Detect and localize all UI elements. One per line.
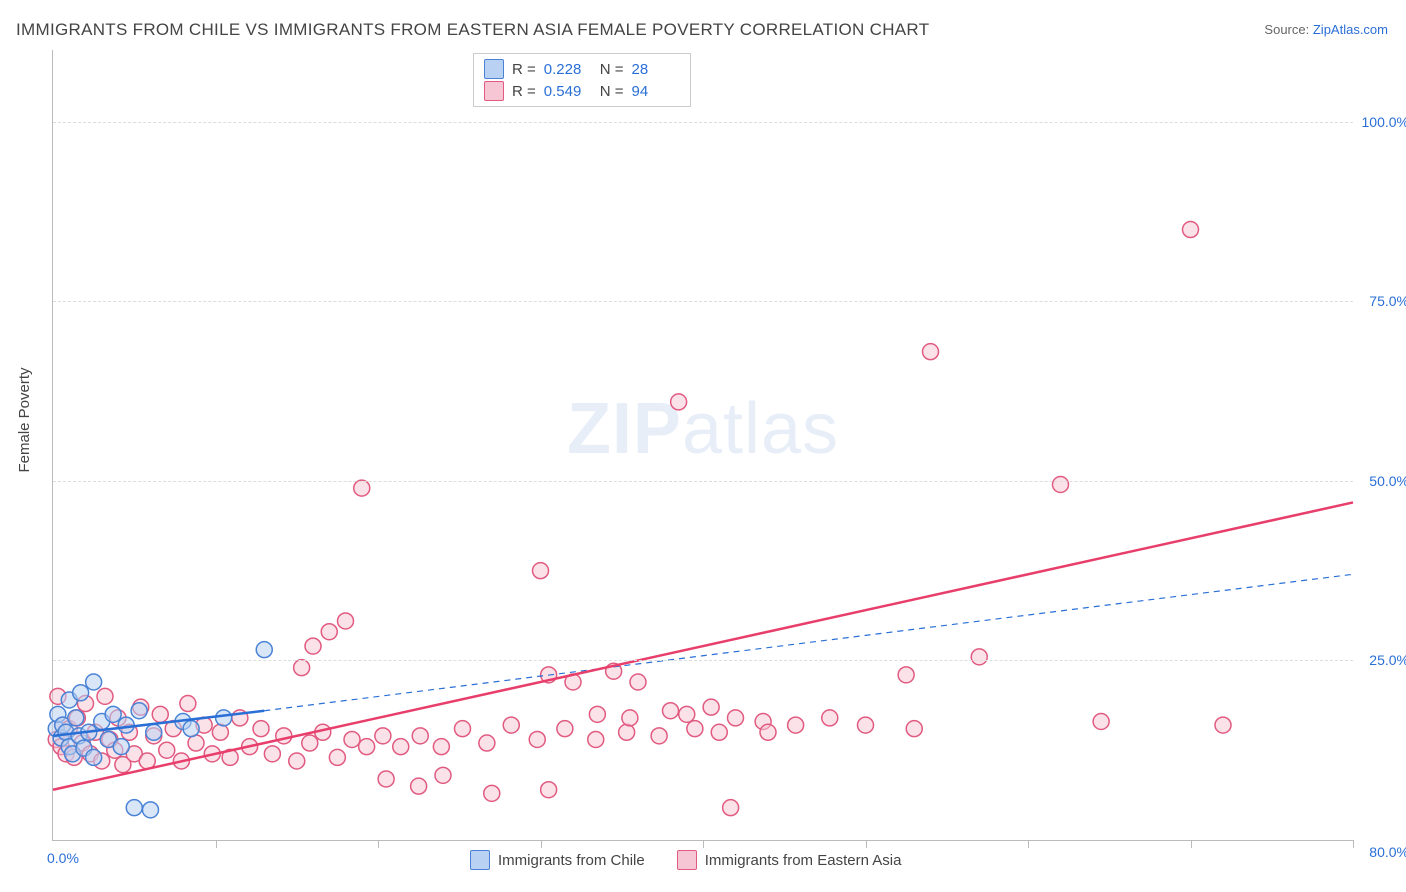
x-tick (216, 840, 217, 848)
y-axis-label: Female Poverty (16, 367, 33, 472)
legend-label-2: Immigrants from Eastern Asia (705, 852, 902, 869)
legend-item-1: Immigrants from Chile (470, 850, 645, 870)
chart-plot-area: ZIPatlas R = 0.228 N = 28 R = 0.549 N = … (52, 50, 1353, 841)
source-label: Source: (1264, 22, 1309, 37)
scatter-svg (53, 50, 1353, 840)
y-tick-label: 75.0% (1369, 293, 1406, 309)
x-tick (1191, 840, 1192, 848)
x-tick (866, 840, 867, 848)
legend-item-2: Immigrants from Eastern Asia (677, 850, 902, 870)
source-value: ZipAtlas.com (1313, 22, 1388, 37)
gridline (53, 122, 1353, 123)
swatch-series-2 (677, 850, 697, 870)
y-tick-label: 25.0% (1369, 652, 1406, 668)
y-tick-label: 100.0% (1362, 114, 1406, 130)
chart-title: IMMIGRANTS FROM CHILE VS IMMIGRANTS FROM… (16, 20, 929, 40)
bottom-legend: Immigrants from Chile Immigrants from Ea… (470, 850, 901, 870)
gridline (53, 301, 1353, 302)
x-tick (1028, 840, 1029, 848)
x-tick (378, 840, 379, 848)
swatch-series-1 (470, 850, 490, 870)
x-tick (1353, 840, 1354, 848)
x-tick (541, 840, 542, 848)
source-attribution: Source: ZipAtlas.com (1264, 22, 1388, 37)
y-tick-label: 50.0% (1369, 473, 1406, 489)
gridline (53, 481, 1353, 482)
x-tick (703, 840, 704, 848)
x-max-label: 80.0% (1369, 844, 1406, 860)
gridline (53, 660, 1353, 661)
x-origin-label: 0.0% (47, 850, 79, 866)
legend-label-1: Immigrants from Chile (498, 852, 645, 869)
